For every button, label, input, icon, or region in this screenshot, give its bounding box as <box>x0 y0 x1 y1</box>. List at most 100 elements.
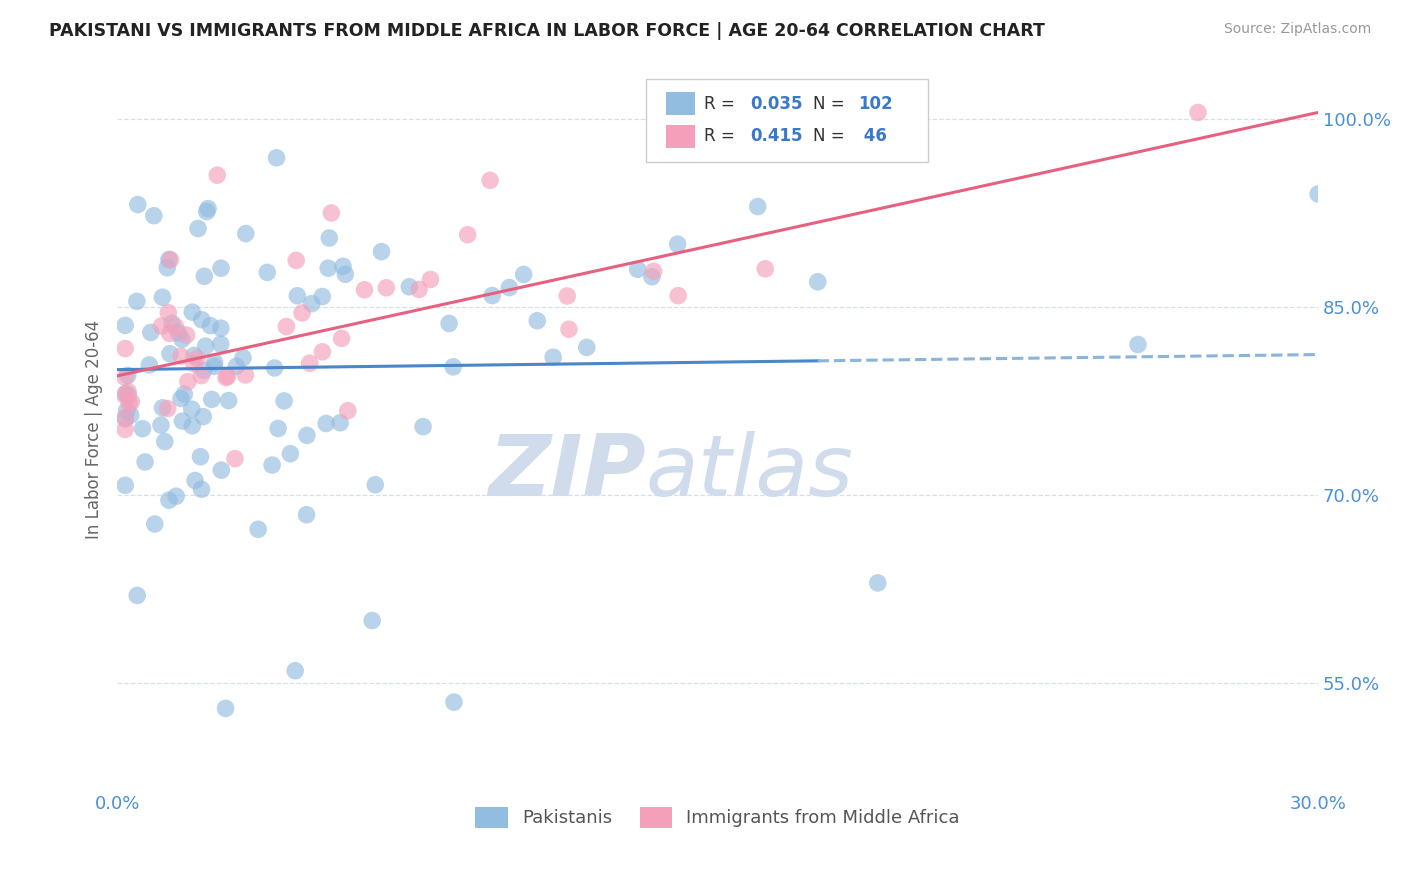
Point <box>225 359 247 374</box>
Point <box>558 322 581 336</box>
Point <box>114 386 136 401</box>
Text: 46: 46 <box>858 128 887 145</box>
Point <box>321 206 343 220</box>
Point <box>235 368 257 382</box>
Point <box>262 458 284 472</box>
Point <box>157 493 180 508</box>
Point <box>555 289 578 303</box>
Point <box>114 318 136 333</box>
Point <box>408 282 430 296</box>
Point <box>114 422 136 436</box>
Point <box>666 288 689 302</box>
Text: R =: R = <box>704 95 741 113</box>
Point <box>160 316 183 330</box>
Point <box>181 418 204 433</box>
Point <box>152 290 174 304</box>
Point <box>170 332 193 346</box>
Point <box>330 331 353 345</box>
Point <box>172 414 194 428</box>
Point <box>207 168 229 182</box>
Point <box>209 463 232 477</box>
Point <box>1308 186 1330 201</box>
Point <box>276 319 298 334</box>
Point <box>138 358 160 372</box>
Text: 0.415: 0.415 <box>749 128 803 145</box>
Point <box>114 389 136 403</box>
Point <box>157 252 180 267</box>
Point <box>190 368 212 383</box>
Point <box>218 393 240 408</box>
Point <box>181 305 204 319</box>
Point <box>641 269 664 284</box>
Point <box>215 370 238 384</box>
Point <box>117 384 139 399</box>
Point <box>375 281 398 295</box>
Point <box>177 375 200 389</box>
Point <box>159 252 181 267</box>
Point <box>165 320 187 334</box>
Point <box>298 356 321 370</box>
Point <box>643 264 665 278</box>
Point <box>1126 337 1149 351</box>
Point <box>666 237 689 252</box>
Point <box>176 328 198 343</box>
Text: R =: R = <box>704 128 741 145</box>
Point <box>311 289 333 303</box>
FancyBboxPatch shape <box>666 93 695 115</box>
Point <box>159 326 181 341</box>
Point <box>201 392 224 407</box>
Legend: Pakistanis, Immigrants from Middle Africa: Pakistanis, Immigrants from Middle Afric… <box>468 800 967 835</box>
Point <box>336 403 359 417</box>
Point <box>183 357 205 371</box>
Text: N =: N = <box>813 128 849 145</box>
Point <box>217 369 239 384</box>
Point <box>180 402 202 417</box>
Point <box>498 280 520 294</box>
Point <box>866 575 889 590</box>
Point <box>575 340 598 354</box>
Text: 102: 102 <box>858 95 893 113</box>
Point <box>120 408 142 422</box>
Point <box>526 314 548 328</box>
Point <box>247 522 270 536</box>
Point <box>441 359 464 374</box>
Point <box>284 664 307 678</box>
Point <box>370 244 392 259</box>
FancyBboxPatch shape <box>666 125 695 148</box>
Text: N =: N = <box>813 95 849 113</box>
Point <box>301 296 323 310</box>
Point <box>754 261 776 276</box>
Point <box>193 409 215 424</box>
Point <box>364 477 387 491</box>
Point <box>419 272 441 286</box>
Point <box>479 173 502 187</box>
Point <box>165 489 187 503</box>
Point <box>190 312 212 326</box>
Point <box>193 363 215 377</box>
Point <box>190 450 212 464</box>
FancyBboxPatch shape <box>645 79 928 162</box>
Point <box>335 267 357 281</box>
Point <box>412 419 434 434</box>
Text: 0.035: 0.035 <box>749 95 803 113</box>
Point <box>626 262 648 277</box>
Point <box>316 261 339 276</box>
Point <box>361 614 384 628</box>
Point <box>235 227 257 241</box>
Point <box>187 221 209 235</box>
Point <box>266 151 288 165</box>
Point <box>114 342 136 356</box>
Point <box>127 197 149 211</box>
Point <box>131 422 153 436</box>
Point <box>197 202 219 216</box>
Point <box>115 403 138 417</box>
Point <box>118 396 141 410</box>
Point <box>315 417 337 431</box>
Point <box>142 209 165 223</box>
Point <box>117 388 139 402</box>
Point <box>1187 105 1209 120</box>
Point <box>125 294 148 309</box>
Point <box>278 447 301 461</box>
Point <box>202 359 225 374</box>
Point <box>195 204 218 219</box>
